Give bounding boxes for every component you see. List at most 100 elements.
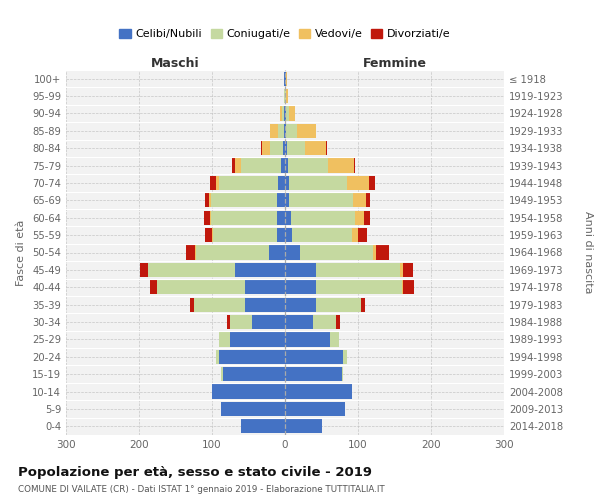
Bar xyxy=(196,246,269,260)
Bar xyxy=(269,246,285,260)
Bar xyxy=(230,332,285,346)
Bar xyxy=(373,246,376,260)
Bar xyxy=(285,402,345,416)
Bar xyxy=(288,158,328,172)
Bar xyxy=(400,263,403,277)
Bar xyxy=(305,141,326,156)
Bar xyxy=(278,176,285,190)
Bar xyxy=(148,263,235,277)
Bar xyxy=(353,158,355,172)
Bar xyxy=(212,384,285,398)
Bar xyxy=(261,141,262,156)
Legend: Celibi/Nubili, Coniugati/e, Vedovi/e, Divorziati/e: Celibi/Nubili, Coniugati/e, Vedovi/e, Di… xyxy=(115,24,455,44)
Bar xyxy=(280,106,282,120)
Bar xyxy=(402,280,403,294)
Bar xyxy=(285,263,316,277)
Bar xyxy=(343,350,347,364)
Bar xyxy=(289,106,295,120)
Bar xyxy=(286,72,287,86)
Bar xyxy=(211,193,277,208)
Bar xyxy=(289,193,353,208)
Bar xyxy=(227,315,230,329)
Bar xyxy=(285,158,288,172)
Bar xyxy=(245,298,285,312)
Bar xyxy=(316,298,361,312)
Bar xyxy=(245,280,285,294)
Bar xyxy=(369,176,375,190)
Bar xyxy=(285,72,286,86)
Bar xyxy=(210,176,215,190)
Bar xyxy=(285,332,330,346)
Bar xyxy=(140,263,148,277)
Bar xyxy=(285,280,316,294)
Bar xyxy=(220,350,285,364)
Bar xyxy=(195,246,196,260)
Bar xyxy=(215,176,220,190)
Bar xyxy=(230,315,252,329)
Bar xyxy=(252,315,285,329)
Bar xyxy=(355,210,364,225)
Bar xyxy=(285,228,292,242)
Bar xyxy=(190,298,194,312)
Bar xyxy=(364,210,370,225)
Bar xyxy=(284,72,285,86)
Bar xyxy=(285,176,289,190)
Bar xyxy=(220,332,230,346)
Bar xyxy=(281,158,285,172)
Bar xyxy=(289,176,347,190)
Bar xyxy=(285,384,352,398)
Bar xyxy=(157,280,245,294)
Bar xyxy=(282,106,284,120)
Bar xyxy=(313,315,336,329)
Bar xyxy=(291,210,355,225)
Bar xyxy=(210,210,211,225)
Bar xyxy=(220,176,278,190)
Text: Popolazione per età, sesso e stato civile - 2019: Popolazione per età, sesso e stato civil… xyxy=(18,466,372,479)
Bar xyxy=(212,228,213,242)
Bar xyxy=(269,141,283,156)
Bar xyxy=(241,419,285,434)
Bar xyxy=(403,280,414,294)
Bar xyxy=(213,228,277,242)
Bar xyxy=(366,193,370,208)
Bar xyxy=(209,193,211,208)
Bar xyxy=(277,210,285,225)
Text: COMUNE DI VAILATE (CR) - Dati ISTAT 1° gennaio 2019 - Elaborazione TUTTITALIA.IT: COMUNE DI VAILATE (CR) - Dati ISTAT 1° g… xyxy=(18,485,385,494)
Bar xyxy=(221,402,285,416)
Bar xyxy=(298,124,316,138)
Bar xyxy=(286,89,288,103)
Bar xyxy=(285,106,286,120)
Bar xyxy=(403,263,413,277)
Bar xyxy=(232,158,235,172)
Y-axis label: Fasce di età: Fasce di età xyxy=(16,220,26,286)
Bar xyxy=(285,193,289,208)
Bar xyxy=(316,263,400,277)
Bar xyxy=(150,280,157,294)
Bar xyxy=(285,141,287,156)
Bar xyxy=(328,158,353,172)
Bar xyxy=(277,193,285,208)
Bar xyxy=(330,332,339,346)
Bar xyxy=(241,158,281,172)
Bar xyxy=(221,367,223,382)
Bar xyxy=(284,89,285,103)
Bar xyxy=(235,158,241,172)
Bar xyxy=(277,228,285,242)
Bar xyxy=(286,106,289,120)
Bar xyxy=(285,367,342,382)
Y-axis label: Anni di nascita: Anni di nascita xyxy=(583,211,593,294)
Bar xyxy=(283,141,285,156)
Text: Femmine: Femmine xyxy=(362,57,427,70)
Bar xyxy=(287,141,305,156)
Bar xyxy=(316,280,402,294)
Bar xyxy=(286,124,298,138)
Bar xyxy=(271,124,278,138)
Bar xyxy=(285,210,291,225)
Bar xyxy=(292,228,352,242)
Bar xyxy=(223,367,285,382)
Bar xyxy=(187,246,195,260)
Bar xyxy=(284,124,285,138)
Bar xyxy=(285,419,322,434)
Bar xyxy=(358,228,367,242)
Bar xyxy=(262,141,269,156)
